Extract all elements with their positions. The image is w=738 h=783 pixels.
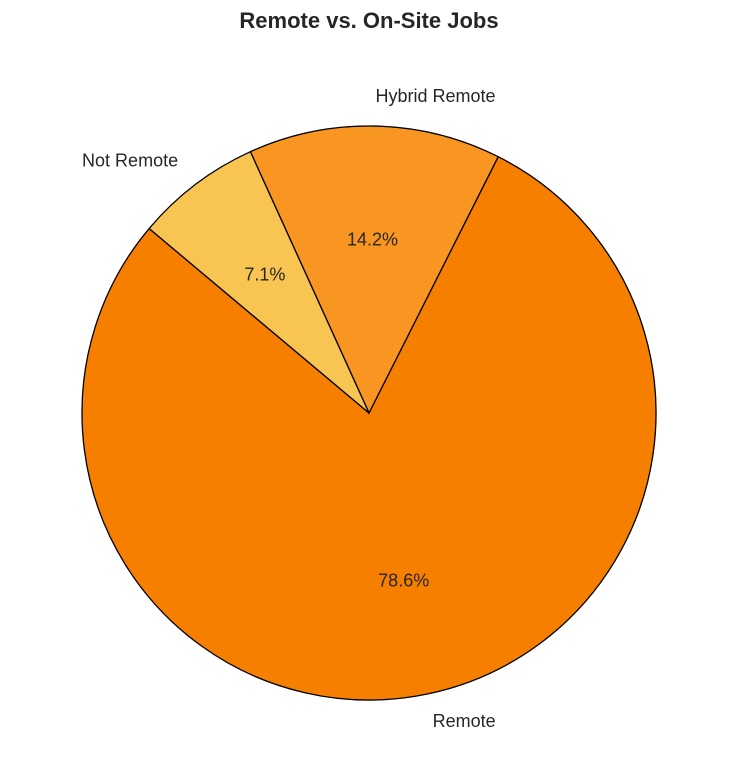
pie-labels: Remote 78.6% Hybrid Remote 14.2% Not Remote 7… — [82, 86, 496, 731]
pct-label-hybrid-remote: 14.2% — [347, 230, 398, 250]
pie-slice-hybrid-remote — [249, 125, 500, 415]
pct-label-remote: 78.6% — [378, 570, 429, 590]
slice-label-remote: Remote — [433, 711, 496, 731]
pie-slice-not-remote — [148, 150, 370, 414]
slice-label-not-remote: Not Remote — [82, 150, 178, 170]
chart-title: Remote vs. On-Site Jobs — [239, 8, 498, 33]
pie-slice-remote — [81, 155, 657, 701]
pct-label-not-remote: 7.1% — [244, 265, 285, 285]
pie-slices — [81, 125, 657, 701]
slice-label-hybrid-remote: Hybrid Remote — [376, 86, 496, 106]
